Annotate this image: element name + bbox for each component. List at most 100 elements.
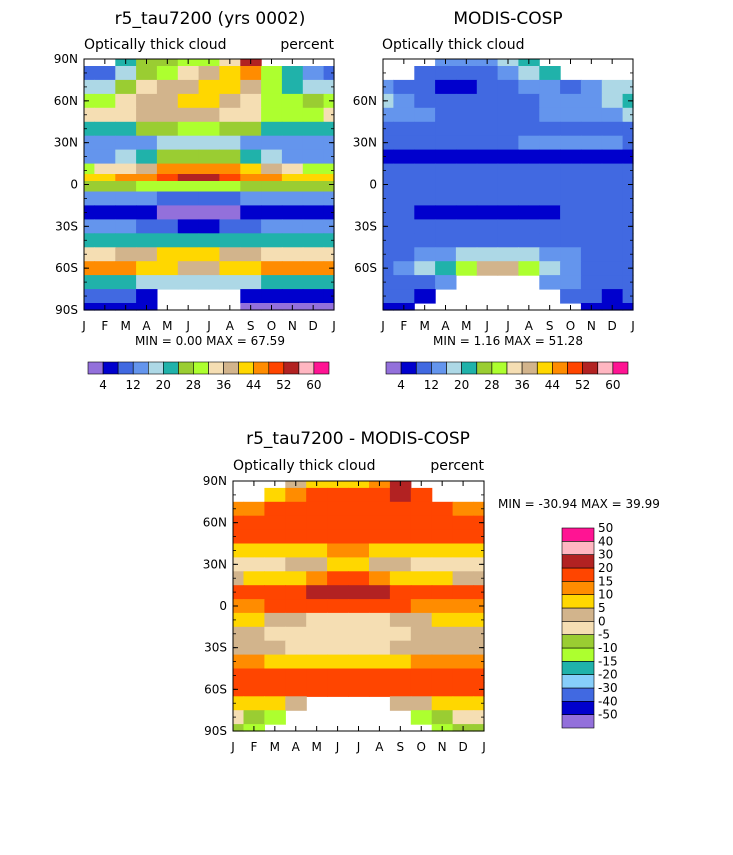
heatmap-cell: [285, 585, 307, 600]
heatmap-cell: [389, 626, 412, 642]
x-tick-label: F: [250, 740, 257, 754]
heatmap-cell: [84, 303, 95, 311]
heatmap-cell: [539, 275, 561, 290]
heatmap-cell: [414, 121, 436, 137]
heatmap-cell: [156, 107, 179, 123]
heatmap-cell: [435, 247, 457, 262]
heatmap-cell: [219, 205, 241, 220]
heatmap-cell: [219, 163, 241, 175]
heatmap-cell: [327, 543, 349, 558]
colorbar-swatch: [561, 620, 595, 635]
heatmap-cell: [84, 289, 95, 304]
heatmap-cell: [580, 233, 603, 248]
heatmap-cell: [601, 289, 624, 304]
heatmap-cell: [414, 275, 436, 290]
heatmap-cell: [264, 571, 286, 586]
heatmap-cell: [473, 668, 485, 683]
heatmap-cell: [560, 289, 582, 304]
heatmap-cell: [410, 612, 433, 628]
colorbar-label: 20: [156, 378, 171, 392]
heatmap-cell: [306, 571, 328, 586]
heatmap-cell: [323, 149, 335, 165]
colorbar-swatch: [561, 607, 595, 622]
heatmap-cell: [601, 205, 624, 220]
heatmap-cell: [435, 135, 457, 151]
heatmap-cell: [327, 487, 349, 503]
heatmap-cell: [348, 557, 370, 572]
heatmap-cell: [327, 585, 349, 600]
heatmap-cell: [435, 177, 457, 192]
heatmap-cell: [431, 612, 454, 628]
heatmap-cell: [156, 163, 179, 175]
heatmap-cell: [560, 163, 582, 179]
heatmap-cell: [302, 149, 325, 165]
colorbar-label: 52: [575, 378, 590, 392]
panel-subtitle-right: percent: [430, 458, 484, 474]
heatmap-cell: [476, 219, 499, 234]
heatmap-cell: [389, 487, 412, 503]
heatmap-cell: [369, 529, 391, 545]
x-tick-label: J: [484, 319, 489, 333]
heatmap-cell: [281, 275, 304, 290]
heatmap-cell: [369, 612, 391, 628]
heatmap-cell: [327, 626, 349, 642]
colorbar-swatch: [208, 361, 224, 375]
heatmap-cell: [476, 149, 499, 165]
heatmap-cell: [580, 205, 603, 220]
colorbar-label: 4: [99, 378, 107, 392]
heatmap-cell: [115, 163, 137, 175]
heatmap-cell: [452, 599, 475, 614]
y-tick-label: 60N: [54, 94, 78, 108]
heatmap-cell: [243, 501, 265, 517]
heatmap-cell: [240, 219, 262, 234]
heatmap-cell: [601, 219, 624, 234]
heatmap-cell: [219, 181, 241, 193]
heatmap-cell: [136, 247, 158, 262]
heatmap-cell: [84, 79, 95, 95]
heatmap-cell: [177, 247, 200, 262]
heatmap-cell: [306, 543, 328, 558]
heatmap-cell: [431, 654, 454, 670]
heatmap-cell: [233, 710, 245, 725]
heatmap-cell: [219, 79, 241, 95]
heatmap-cell: [281, 66, 304, 81]
heatmap-cell: [84, 163, 95, 175]
heatmap-cell: [156, 149, 179, 165]
heatmap-cell: [455, 247, 478, 262]
heatmap-cell: [285, 696, 307, 711]
x-tick-label: D: [309, 319, 318, 333]
heatmap-cell: [115, 107, 137, 123]
heatmap-cell: [84, 205, 95, 220]
heatmap-cell: [369, 626, 391, 642]
x-tick-label: A: [142, 319, 151, 333]
heatmap-cell: [243, 612, 265, 628]
heatmap-cell: [327, 640, 349, 656]
colorbar-swatch: [446, 361, 462, 375]
heatmap-cell: [115, 289, 137, 304]
heatmap-cell: [393, 289, 415, 304]
heatmap-cell: [601, 93, 624, 109]
heatmap-cell: [306, 668, 328, 683]
colorbar-swatch: [193, 361, 209, 375]
heatmap-cell: [452, 710, 475, 725]
x-tick-label: M: [461, 319, 471, 333]
heatmap-cell: [136, 66, 158, 81]
heatmap-cell: [240, 149, 262, 165]
x-tick-label: J: [331, 319, 336, 333]
heatmap-cell: [323, 303, 335, 311]
heatmap-cell: [261, 163, 283, 175]
panel-title: r5_tau7200 (yrs 0002): [115, 9, 306, 29]
heatmap-cell: [285, 682, 307, 697]
heatmap-cell: [177, 79, 200, 95]
heatmap-cell: [389, 696, 412, 711]
heatmap-cell: [240, 261, 262, 276]
colorbar-swatch: [491, 361, 508, 375]
colorbar-swatch: [561, 674, 595, 689]
colorbar-swatch: [521, 361, 538, 375]
colorbar-swatch: [552, 361, 568, 375]
heatmap-cell: [281, 205, 304, 220]
heatmap-cell: [281, 135, 304, 151]
heatmap-cell: [393, 205, 415, 220]
panel-subtitle-right: percent: [280, 37, 334, 53]
